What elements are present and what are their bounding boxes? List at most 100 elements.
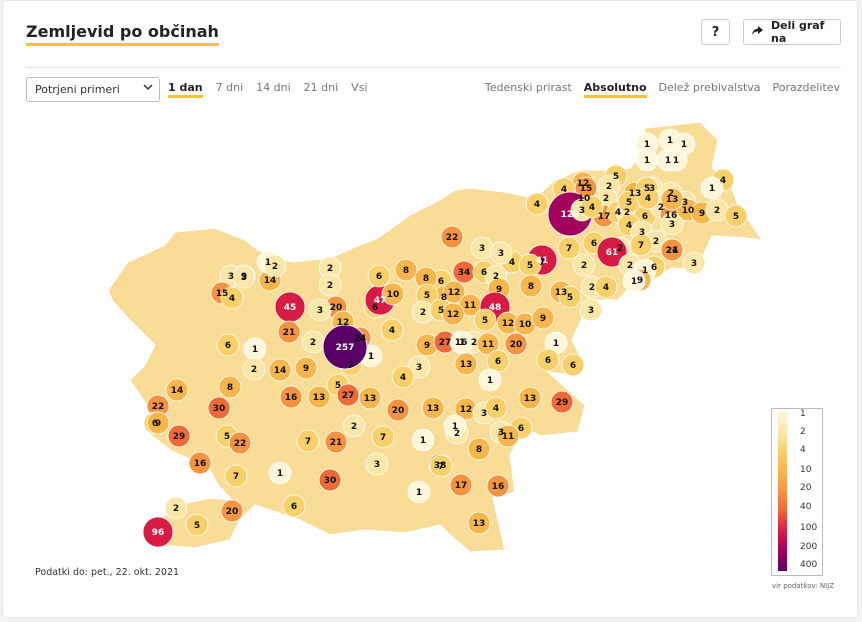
municipality-region[interactable] (381, 282, 405, 306)
municipality-region[interactable] (594, 275, 618, 299)
municipality-region[interactable] (207, 396, 231, 420)
municipality-region[interactable] (486, 474, 510, 498)
municipality-region[interactable] (282, 494, 306, 518)
municipality-region[interactable] (478, 368, 502, 392)
municipality-region[interactable] (358, 386, 382, 410)
municipality-region[interactable] (296, 429, 320, 453)
municipality-region[interactable] (218, 375, 242, 399)
municipality-region[interactable] (440, 225, 464, 249)
municipality-region[interactable] (660, 212, 684, 236)
municipality-value-label: 61 (606, 248, 619, 258)
municipality-region[interactable] (394, 258, 418, 282)
municipality-region[interactable] (519, 274, 543, 298)
municipality-region[interactable] (318, 273, 342, 297)
municipality-region[interactable] (518, 386, 542, 410)
municipality-value-label: 8 (403, 266, 409, 276)
municipality-region[interactable] (664, 148, 688, 172)
municipality-region[interactable] (473, 308, 497, 332)
municipality-region[interactable] (660, 238, 684, 262)
municipality-region[interactable] (164, 496, 188, 520)
municipality-region[interactable] (220, 499, 244, 523)
municipality-region[interactable] (380, 318, 404, 342)
municipality-region[interactable] (579, 298, 603, 322)
municipality-region[interactable] (342, 414, 366, 438)
mode-tab-distribution[interactable]: Porazdelitev (772, 81, 840, 94)
municipality-region[interactable] (407, 480, 431, 504)
municipality-region[interactable] (318, 468, 342, 492)
range-tab-21-days[interactable]: 21 dni (303, 81, 339, 94)
municipality-region[interactable] (336, 383, 360, 407)
municipality-region[interactable] (224, 464, 248, 488)
municipality-region[interactable] (484, 396, 508, 420)
municipality-region[interactable] (228, 431, 252, 455)
municipality-region[interactable] (429, 454, 453, 478)
municipality-region[interactable] (242, 357, 266, 381)
municipality-region[interactable] (167, 424, 191, 448)
help-button[interactable]: ? (701, 19, 730, 45)
municipality-region[interactable] (561, 353, 585, 377)
municipality-region[interactable] (294, 356, 318, 380)
municipality-region[interactable] (220, 286, 244, 310)
municipality-region[interactable] (421, 396, 445, 420)
municipality-region[interactable] (454, 352, 478, 376)
municipality-region[interactable] (185, 513, 209, 537)
municipality-region[interactable] (450, 330, 474, 354)
municipality-region[interactable] (467, 511, 491, 535)
municipality-region[interactable] (322, 324, 368, 370)
municipality-region[interactable] (596, 236, 628, 268)
municipality-region[interactable] (386, 398, 410, 422)
municipality-value-label: 6 (642, 212, 648, 222)
municipality-region[interactable] (307, 385, 331, 409)
range-tab-all[interactable]: Vsi (351, 81, 368, 94)
municipality-region[interactable] (476, 332, 500, 356)
municipality-region[interactable] (216, 333, 240, 357)
municipality-region[interactable] (622, 269, 646, 293)
municipality-region[interactable] (580, 195, 604, 219)
share-button[interactable]: Deli graf na (743, 19, 841, 45)
mode-tab-weekly-growth[interactable]: Tedenski prirast (484, 81, 572, 94)
municipality-region[interactable] (682, 251, 706, 275)
municipality-region[interactable] (165, 378, 189, 402)
municipality-region[interactable] (536, 348, 560, 372)
municipality-region[interactable] (146, 411, 170, 435)
municipality-region[interactable] (443, 414, 467, 438)
municipality-region[interactable] (371, 425, 395, 449)
municipality-region[interactable] (557, 236, 581, 260)
municipality-region[interactable] (467, 437, 491, 461)
municipality-region[interactable] (232, 265, 256, 289)
range-tab-1-day[interactable]: 1 dan (168, 81, 203, 98)
municipality-region[interactable] (411, 428, 435, 452)
municipality-region[interactable] (550, 390, 574, 414)
municipality-region[interactable] (365, 452, 389, 476)
metric-select[interactable]: Potrjeni primeri (26, 77, 160, 102)
municipality-region[interactable] (308, 298, 332, 322)
municipality-region[interactable] (489, 241, 513, 265)
municipality-region[interactable] (724, 204, 748, 228)
mode-tab-absolute[interactable]: Absolutno (583, 81, 647, 98)
municipality-region[interactable] (279, 385, 303, 409)
municipality-region[interactable] (441, 302, 465, 326)
municipality-region[interactable] (531, 306, 555, 330)
municipality-region[interactable] (391, 365, 415, 389)
municipality-region[interactable] (504, 332, 528, 356)
municipality-region[interactable] (660, 187, 684, 211)
municipality-region[interactable] (277, 320, 301, 344)
municipality-region[interactable] (142, 516, 174, 548)
municipality-value-label: 7 (348, 361, 354, 371)
range-tab-14-days[interactable]: 14 dni (256, 81, 291, 94)
municipality-region[interactable] (188, 451, 212, 475)
municipality-region[interactable] (525, 192, 549, 216)
municipality-region[interactable] (324, 430, 348, 454)
municipality-region[interactable] (558, 285, 582, 309)
mode-tab-population-share[interactable]: Delež prebivalstva (658, 81, 761, 94)
municipality-region[interactable] (268, 358, 292, 382)
range-tab-7-days[interactable]: 7 dni (215, 81, 244, 94)
municipality-region[interactable] (367, 264, 391, 288)
municipality-region[interactable] (572, 253, 596, 277)
municipality-region[interactable] (496, 424, 520, 448)
municipality-region[interactable] (268, 461, 292, 485)
municipality-region[interactable] (263, 254, 287, 278)
municipality-region[interactable] (636, 186, 660, 210)
municipality-region[interactable] (700, 176, 724, 200)
municipality-region[interactable] (449, 473, 473, 497)
